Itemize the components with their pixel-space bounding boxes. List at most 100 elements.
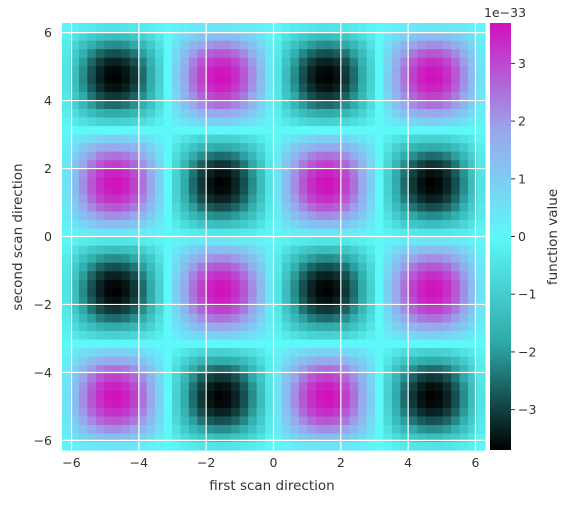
heatmap-cell <box>391 202 401 212</box>
heatmap-cell <box>468 193 478 203</box>
heatmap-cell <box>95 415 105 425</box>
heatmap-cell <box>366 91 376 101</box>
heatmap-cell <box>104 313 114 323</box>
heatmap-cell <box>408 31 418 41</box>
heatmap-cell <box>476 381 486 391</box>
heatmap-cell <box>265 347 275 357</box>
heatmap-cell <box>281 99 292 109</box>
heatmap-cell <box>332 364 342 374</box>
heatmap-cell <box>265 381 275 391</box>
heatmap-cell <box>417 116 427 127</box>
heatmap-cell <box>222 407 232 417</box>
heatmap-cell <box>214 347 224 357</box>
heatmap-cell <box>375 407 385 417</box>
heatmap-cell <box>290 91 300 101</box>
heatmap-cell <box>408 330 418 340</box>
heatmap-cell <box>281 347 292 357</box>
heatmap-cell <box>121 116 131 127</box>
heatmap-cell <box>222 125 232 135</box>
heatmap-cell <box>281 168 292 178</box>
heatmap-cell <box>307 74 317 84</box>
heatmap-cell <box>146 424 156 434</box>
heatmap-cell <box>95 381 105 391</box>
heatmap-cell <box>290 441 300 451</box>
heatmap-cell <box>307 31 317 41</box>
heatmap-cell <box>358 202 368 212</box>
heatmap-cell <box>146 185 156 195</box>
heatmap-cell <box>290 356 300 366</box>
heatmap-cell <box>231 99 241 109</box>
heatmap-cell <box>391 31 401 41</box>
heatmap-cell <box>383 236 393 246</box>
heatmap-cell <box>138 159 148 169</box>
heatmap-cell <box>417 441 427 451</box>
heatmap-cell <box>400 347 410 357</box>
heatmap-cell <box>408 40 418 50</box>
heatmap-cell <box>78 82 88 92</box>
heatmap-cell <box>70 245 80 255</box>
heatmap-cell <box>87 134 97 144</box>
heatmap-cell <box>442 304 452 314</box>
heatmap-cell <box>366 99 376 109</box>
heatmap-cell <box>138 398 148 408</box>
heatmap-cell <box>324 253 334 263</box>
heatmap-cell <box>171 262 182 272</box>
heatmap-cell <box>324 415 334 425</box>
heatmap-cell <box>95 134 105 144</box>
heatmap-cell <box>451 270 461 280</box>
heatmap-cell <box>188 210 198 221</box>
heatmap-cell <box>383 210 393 221</box>
heatmap-cell <box>307 125 317 135</box>
heatmap-cell <box>87 31 97 41</box>
heatmap-cell <box>332 407 342 417</box>
heatmap-cell <box>121 236 131 246</box>
heatmap-cell <box>95 321 105 332</box>
heatmap-cell <box>129 159 139 169</box>
heatmap-cell <box>425 193 435 203</box>
heatmap-cell <box>315 202 325 212</box>
heatmap-cell <box>188 142 198 152</box>
heatmap-cell <box>95 245 105 255</box>
heatmap-cell <box>400 91 410 101</box>
heatmap-cell <box>180 193 190 203</box>
heatmap-cell <box>155 373 165 383</box>
heatmap-cell <box>476 279 486 289</box>
heatmap-cell <box>324 48 334 58</box>
heatmap-cell <box>121 356 131 366</box>
heatmap-cell <box>180 364 190 374</box>
heatmap-cell <box>138 245 148 255</box>
heatmap-cell <box>188 151 198 161</box>
heatmap-cell <box>417 338 427 349</box>
heatmap-cell <box>332 432 342 443</box>
heatmap-cell <box>214 116 224 127</box>
heatmap-cell <box>146 227 156 238</box>
heatmap-cell <box>112 373 122 383</box>
heatmap-cell <box>476 262 486 272</box>
heatmap-cell <box>315 185 325 195</box>
heatmap-cell <box>417 151 427 161</box>
heatmap-cell <box>400 415 410 425</box>
heatmap-cell <box>290 373 300 383</box>
heatmap-cell <box>417 227 427 238</box>
heatmap-cell <box>256 373 266 383</box>
heatmap-cell <box>383 227 393 238</box>
heatmap-cell <box>171 347 182 357</box>
heatmap-cell <box>408 82 418 92</box>
heatmap-cell <box>171 321 182 332</box>
heatmap-cell <box>324 373 334 383</box>
heatmap-cell <box>391 390 401 400</box>
heatmap-cell <box>383 296 393 306</box>
heatmap-cell <box>442 424 452 434</box>
heatmap-cell <box>468 219 478 229</box>
heatmap-cell <box>273 407 283 417</box>
heatmap-cell <box>459 219 469 229</box>
heatmap-cell <box>78 245 88 255</box>
heatmap-cell <box>307 390 317 400</box>
heatmap-cell <box>290 151 300 161</box>
heatmap-cell <box>62 99 72 109</box>
heatmap-cell <box>112 304 122 314</box>
heatmap-cell <box>341 23 351 33</box>
heatmap-cell <box>87 227 97 238</box>
heatmap-cell <box>417 176 427 186</box>
heatmap-cell <box>425 82 435 92</box>
